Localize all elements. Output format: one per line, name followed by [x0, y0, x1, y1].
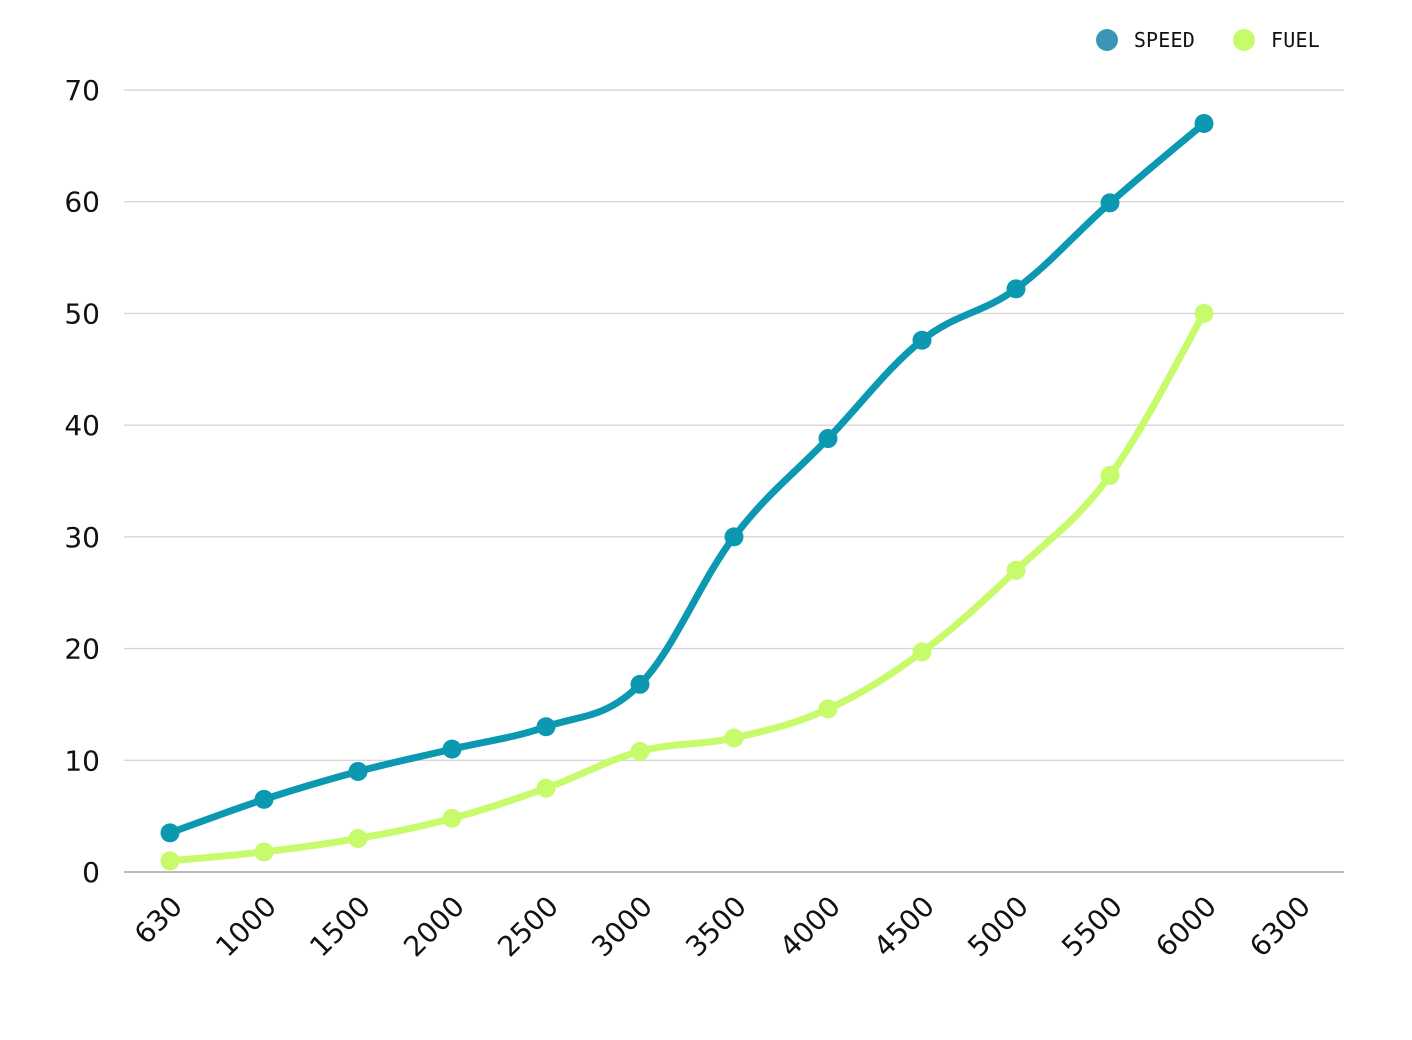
- fuel-data-point: [160, 851, 180, 871]
- speed-data-point: [442, 739, 462, 759]
- fuel-data-point: [348, 828, 368, 848]
- fuel-legend-marker: [1233, 29, 1256, 51]
- legend-item-speed: SPEED: [1095, 28, 1196, 52]
- x-tick-label: 630: [128, 890, 189, 951]
- speed-legend-label: SPEED: [1133, 28, 1196, 52]
- fuel-legend-label: FUEL: [1271, 28, 1320, 52]
- x-tick-label: 4000: [773, 890, 847, 964]
- speed-data-point: [160, 823, 180, 843]
- x-tick-label: 1000: [209, 890, 283, 964]
- x-tick-label: 3000: [585, 890, 659, 964]
- x-tick-label: 3500: [679, 890, 753, 964]
- speed-data-point: [1100, 193, 1120, 213]
- y-tick-label: 70: [64, 74, 100, 107]
- y-tick-label: 10: [64, 744, 100, 777]
- speed-data-point: [912, 330, 932, 350]
- x-tick-label: 4500: [867, 890, 941, 964]
- x-tick-label: 2000: [397, 890, 471, 964]
- speed-data-point: [1194, 114, 1214, 134]
- x-tick-label: 2500: [491, 890, 565, 964]
- fuel-data-point: [724, 728, 744, 748]
- fuel-data-point: [818, 699, 838, 719]
- legend: SPEED FUEL: [1095, 28, 1320, 52]
- fuel-data-point: [630, 741, 650, 761]
- x-tick-label: 5000: [961, 890, 1035, 964]
- fuel-data-point: [536, 778, 556, 798]
- x-tick-label: 6300: [1243, 890, 1317, 964]
- speed-data-point: [536, 717, 556, 737]
- fuel-data-point: [1006, 560, 1026, 580]
- y-tick-label: 20: [64, 633, 100, 666]
- fuel-data-point: [1194, 303, 1214, 323]
- y-tick-label: 0: [82, 856, 100, 889]
- legend-item-fuel: FUEL: [1233, 28, 1320, 52]
- speed-data-point: [630, 674, 650, 694]
- speed-data-point: [818, 429, 838, 449]
- speed-data-point: [724, 527, 744, 547]
- y-tick-label: 30: [64, 521, 100, 554]
- speed-data-point: [348, 761, 368, 781]
- x-tick-label: 5500: [1055, 890, 1129, 964]
- y-tick-label: 50: [64, 297, 100, 330]
- fuel-data-point: [254, 842, 274, 862]
- x-tick-label: 6000: [1149, 890, 1223, 964]
- y-tick-label: 60: [64, 186, 100, 219]
- fuel-data-point: [912, 642, 932, 662]
- speed-data-point: [1006, 279, 1026, 299]
- speed-legend-marker: [1095, 29, 1118, 51]
- speed-data-point: [254, 789, 274, 809]
- x-tick-label: 1500: [303, 890, 377, 964]
- speed-series-line: [166, 120, 1208, 837]
- y-tick-label: 40: [64, 409, 100, 442]
- fuel-data-point: [442, 808, 462, 828]
- fuel-data-point: [1100, 465, 1120, 485]
